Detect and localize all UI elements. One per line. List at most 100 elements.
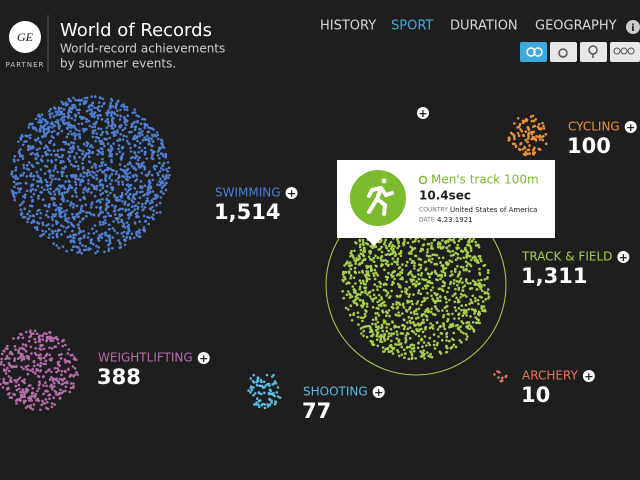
record-dot	[445, 309, 449, 313]
nav-item[interactable]: DURATION	[450, 19, 518, 34]
record-dot	[52, 201, 56, 205]
record-dot	[350, 249, 353, 253]
record-dot	[137, 201, 140, 205]
record-dot	[441, 309, 444, 312]
record-dot	[67, 116, 70, 120]
record-dot	[410, 353, 414, 357]
record-dot	[70, 202, 73, 205]
record-dot	[55, 377, 58, 381]
record-dot	[6, 344, 9, 348]
add-button[interactable]	[197, 352, 210, 364]
add-button[interactable]	[372, 386, 385, 398]
record-dot	[140, 171, 144, 175]
record-dot	[118, 150, 122, 154]
toggle-women[interactable]	[580, 42, 607, 62]
record-dot	[18, 153, 22, 156]
event-name: Men's track 100m	[431, 173, 539, 187]
add-button[interactable]	[617, 251, 630, 263]
record-dot	[86, 236, 90, 239]
record-dot	[116, 131, 119, 134]
record-cluster[interactable]	[247, 373, 282, 410]
record-dot	[131, 156, 134, 159]
record-dot	[16, 357, 20, 361]
record-dot	[72, 375, 75, 378]
record-cluster[interactable]	[10, 95, 171, 255]
record-dot	[349, 276, 352, 280]
record-dot	[375, 325, 378, 329]
record-dot	[21, 379, 24, 383]
record-dot	[38, 140, 42, 143]
record-dot	[544, 133, 548, 136]
info-button[interactable]	[626, 20, 640, 34]
record-dot	[462, 331, 465, 335]
record-dot	[139, 141, 142, 145]
record-dot	[410, 249, 414, 253]
nav: HISTORY SPORT DURATION GEOGRAPHY	[320, 19, 617, 34]
record-dot	[422, 341, 426, 344]
record-dot	[423, 335, 427, 338]
record-dot	[72, 239, 75, 243]
record-dot	[411, 278, 414, 282]
record-dot	[97, 101, 101, 104]
record-dot	[443, 274, 447, 277]
record-dot	[540, 127, 543, 130]
record-cluster[interactable]	[507, 114, 548, 157]
add-button[interactable]	[624, 121, 637, 133]
record-dot	[408, 293, 411, 296]
record-dot	[484, 297, 488, 301]
record-dot	[104, 221, 107, 225]
record-dot	[431, 297, 434, 301]
record-cluster[interactable]	[493, 370, 508, 383]
toggle-olympic[interactable]	[610, 42, 640, 62]
record-dot	[118, 163, 122, 166]
record-dot	[408, 286, 411, 289]
add-button[interactable]	[582, 370, 595, 382]
record-dot	[73, 137, 77, 141]
toggle-men[interactable]	[550, 42, 577, 62]
record-dot	[21, 157, 25, 160]
add-button[interactable]	[285, 187, 298, 199]
record-dot	[399, 342, 403, 346]
record-dot	[61, 390, 65, 393]
record-dot	[138, 127, 141, 131]
record-dot	[471, 321, 475, 324]
gender-toggles[interactable]	[520, 42, 640, 62]
record-dot	[89, 206, 93, 209]
record-dot	[45, 213, 48, 217]
record-dot	[430, 288, 433, 292]
record-dot	[365, 305, 369, 308]
record-dot	[430, 281, 434, 285]
record-dot	[497, 376, 500, 379]
record-dot	[369, 249, 372, 253]
subtitle: World-record achievements	[60, 42, 225, 56]
record-dot	[424, 260, 428, 264]
record-dot	[396, 263, 399, 266]
nav-item[interactable]: HISTORY	[320, 19, 376, 34]
record-dot	[358, 298, 362, 302]
record-dot	[360, 304, 363, 307]
record-dot	[44, 370, 48, 374]
add-button[interactable]	[417, 107, 429, 119]
record-dot	[389, 344, 393, 347]
record-dot	[122, 103, 125, 106]
nav-item[interactable]: GEOGRAPHY	[535, 19, 617, 34]
record-dot	[67, 121, 71, 124]
record-cluster[interactable]	[0, 329, 79, 412]
record-dot	[41, 229, 44, 233]
record-dot	[45, 335, 49, 339]
record-dot	[396, 305, 400, 309]
record-dot	[33, 226, 37, 229]
record-dot	[0, 352, 4, 356]
record-dot	[364, 291, 367, 295]
record-dot	[51, 231, 55, 235]
record-dot	[68, 390, 72, 394]
record-dot	[155, 204, 158, 207]
record-dot	[48, 393, 52, 397]
record-dot	[35, 212, 39, 216]
record-dot	[56, 367, 59, 370]
record-dot	[411, 275, 415, 278]
nav-item[interactable]: SPORT	[391, 19, 433, 34]
record-dot	[152, 197, 155, 201]
record-dot	[420, 352, 424, 355]
record-dot	[390, 349, 393, 353]
